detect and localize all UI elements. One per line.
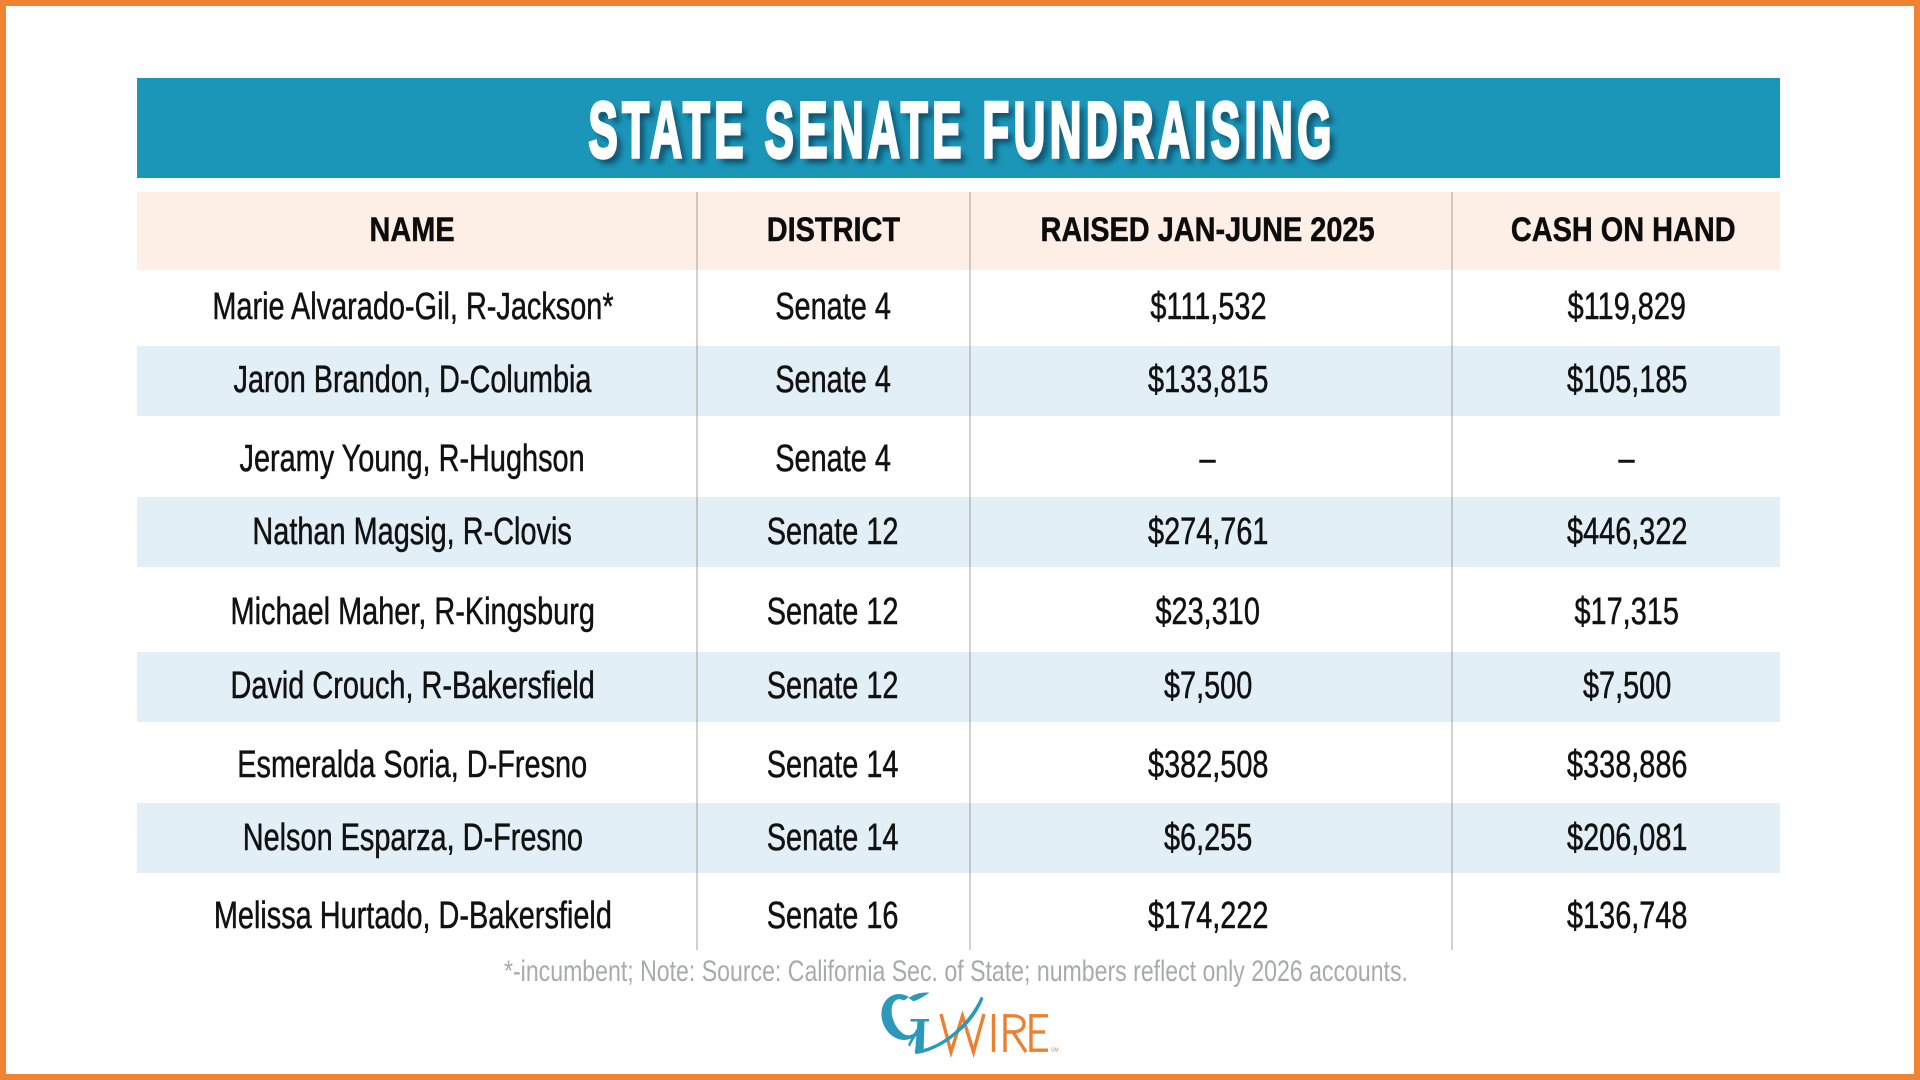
svg-text:SM: SM (1051, 1048, 1059, 1054)
